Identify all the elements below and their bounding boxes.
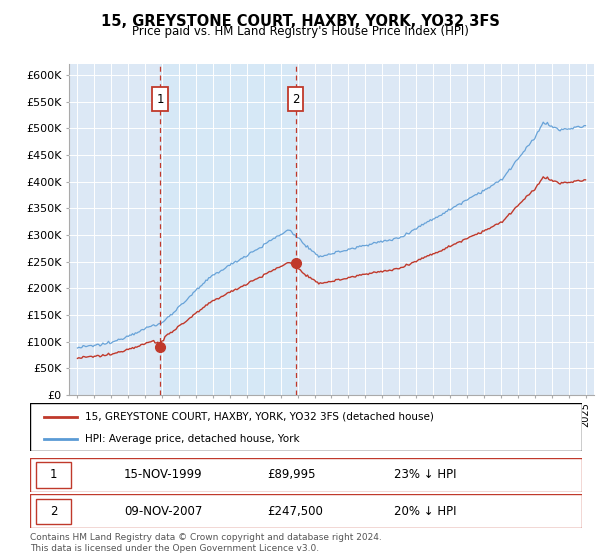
Text: 1: 1 (156, 92, 164, 105)
Text: Contains HM Land Registry data © Crown copyright and database right 2024.
This d: Contains HM Land Registry data © Crown c… (30, 533, 382, 553)
Bar (160, 64, 296, 395)
FancyBboxPatch shape (35, 462, 71, 488)
FancyBboxPatch shape (288, 87, 303, 111)
FancyBboxPatch shape (30, 458, 582, 492)
FancyBboxPatch shape (35, 498, 71, 524)
Text: 2: 2 (50, 505, 58, 518)
Text: 1: 1 (50, 468, 58, 482)
Text: HPI: Average price, detached house, York: HPI: Average price, detached house, York (85, 434, 300, 444)
Text: £247,500: £247,500 (268, 505, 323, 518)
Text: Price paid vs. HM Land Registry's House Price Index (HPI): Price paid vs. HM Land Registry's House … (131, 25, 469, 38)
FancyBboxPatch shape (30, 494, 582, 528)
FancyBboxPatch shape (30, 403, 582, 451)
Text: 20% ↓ HPI: 20% ↓ HPI (394, 505, 457, 518)
Text: 15, GREYSTONE COURT, HAXBY, YORK, YO32 3FS: 15, GREYSTONE COURT, HAXBY, YORK, YO32 3… (101, 14, 499, 29)
Text: 15, GREYSTONE COURT, HAXBY, YORK, YO32 3FS (detached house): 15, GREYSTONE COURT, HAXBY, YORK, YO32 3… (85, 412, 434, 422)
FancyBboxPatch shape (152, 87, 167, 111)
Text: £89,995: £89,995 (268, 468, 316, 482)
Text: 09-NOV-2007: 09-NOV-2007 (124, 505, 202, 518)
Text: 15-NOV-1999: 15-NOV-1999 (124, 468, 202, 482)
Text: 23% ↓ HPI: 23% ↓ HPI (394, 468, 457, 482)
Text: 2: 2 (292, 92, 299, 105)
